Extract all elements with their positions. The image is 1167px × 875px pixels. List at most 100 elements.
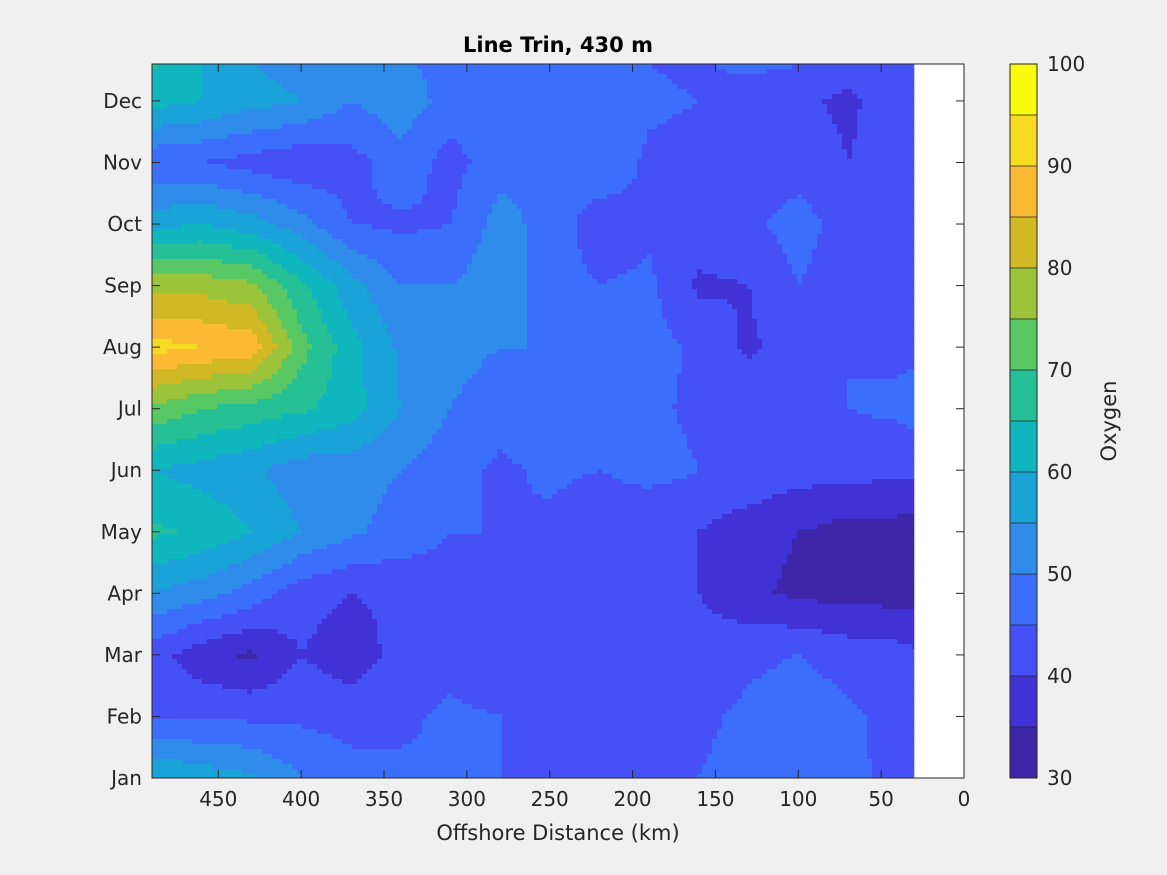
contour-cell [717, 144, 723, 150]
contour-cell [842, 99, 848, 105]
contour-cell [452, 174, 458, 180]
contour-cell [312, 104, 318, 110]
contour-cell [352, 139, 358, 145]
contour-cell [862, 114, 868, 120]
contour-cell [407, 214, 413, 220]
contour-cell [342, 144, 348, 150]
contour-cell [307, 169, 313, 175]
contour-cell [352, 74, 358, 80]
contour-cell [337, 149, 343, 155]
contour-cell [532, 174, 538, 180]
contour-cell [812, 159, 818, 165]
contour-cell [617, 119, 623, 125]
contour-cell [467, 154, 473, 160]
contour-cell [347, 199, 353, 205]
contour-cell [607, 149, 613, 155]
contour-cell [282, 104, 288, 110]
contour-cell [217, 184, 223, 190]
contour-cell [747, 149, 753, 155]
contour-cell [232, 119, 238, 125]
contour-cell [667, 194, 673, 200]
contour-cell [547, 219, 553, 225]
contour-cell [757, 84, 763, 90]
contour-cell [747, 129, 753, 135]
contour-cell [287, 124, 293, 130]
contour-cell [192, 124, 198, 130]
contour-cell [372, 179, 378, 185]
contour-cell [322, 94, 328, 100]
contour-cell [627, 154, 633, 160]
contour-cell [877, 94, 883, 100]
contour-cell [292, 94, 298, 100]
contour-cell [362, 114, 368, 120]
contour-cell [317, 119, 323, 125]
contour-cell [372, 134, 378, 140]
contour-cell [657, 179, 663, 185]
contour-cell [342, 119, 348, 125]
contour-cell [762, 109, 768, 115]
contour-cell [537, 174, 543, 180]
contour-cell [722, 199, 728, 205]
contour-cell [767, 139, 773, 145]
contour-cell [357, 99, 363, 105]
contour-cell [477, 139, 483, 145]
contour-cell [492, 114, 498, 120]
contour-cell [677, 84, 683, 90]
contour-cell [592, 79, 598, 85]
contour-cell [522, 74, 528, 80]
contour-cell [427, 194, 433, 200]
contour-cell [547, 189, 553, 195]
contour-cell [672, 179, 678, 185]
contour-cell [337, 99, 343, 105]
contour-cell [437, 124, 443, 130]
contour-cell [902, 79, 908, 85]
contour-cell [402, 104, 408, 110]
contour-cell [307, 79, 313, 85]
contour-cell [157, 124, 163, 130]
contour-cell [542, 164, 548, 170]
contour-cell [667, 124, 673, 130]
contour-cell [912, 84, 915, 90]
contour-cell [677, 134, 683, 140]
contour-cell [157, 154, 163, 160]
contour-cell [722, 209, 728, 215]
contour-cell [597, 144, 603, 150]
contour-cell [197, 134, 203, 140]
contour-cell [897, 129, 903, 135]
contour-cell [382, 144, 388, 150]
contour-cell [497, 184, 503, 190]
contour-cell [392, 154, 398, 160]
contour-cell [407, 169, 413, 175]
contour-cell [797, 139, 803, 145]
contour-cell [537, 219, 543, 225]
contour-cell [212, 104, 218, 110]
contour-cell [792, 69, 798, 75]
contour-cell [597, 104, 603, 110]
contour-cell [502, 84, 508, 90]
contour-cell [397, 194, 403, 200]
contour-cell [432, 149, 438, 155]
contour-cell [297, 184, 303, 190]
contour-cell [812, 149, 818, 155]
contour-cell [837, 144, 843, 150]
contour-cell [737, 184, 743, 190]
contour-cell [817, 99, 823, 105]
contour-cell [717, 119, 723, 125]
contour-cell [517, 99, 523, 105]
contour-cell [552, 149, 558, 155]
contour-cell [812, 84, 818, 90]
contour-cell [452, 64, 458, 70]
contour-cell [292, 204, 298, 210]
contour-cell [747, 139, 753, 145]
contour-cell [332, 79, 338, 85]
contour-cell [332, 164, 338, 170]
contour-cell [637, 79, 643, 85]
contour-cell [472, 184, 478, 190]
contour-cell [247, 119, 253, 125]
contour-cell [472, 174, 478, 180]
contour-cell [637, 69, 643, 75]
contour-cell [377, 189, 383, 195]
contour-cell [777, 109, 783, 115]
contour-cell [457, 199, 463, 205]
contour-cell [642, 164, 648, 170]
